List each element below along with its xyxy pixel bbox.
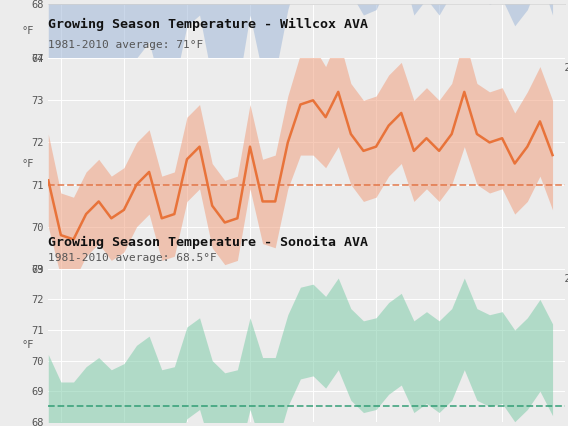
X-axis label: year: year xyxy=(293,288,321,301)
Text: 1981-2010 average: 68.5°F: 1981-2010 average: 68.5°F xyxy=(48,253,217,263)
Y-axis label: °F: °F xyxy=(22,340,35,350)
Y-axis label: °F: °F xyxy=(22,158,35,169)
X-axis label: year: year xyxy=(293,77,321,90)
Text: Growing Season Temperature - Sonoita AVA: Growing Season Temperature - Sonoita AVA xyxy=(48,236,368,249)
Y-axis label: °F: °F xyxy=(22,26,35,36)
Text: 1981-2010 average: 71°F: 1981-2010 average: 71°F xyxy=(48,40,203,50)
Text: Growing Season Temperature - Willcox AVA: Growing Season Temperature - Willcox AVA xyxy=(48,18,368,31)
